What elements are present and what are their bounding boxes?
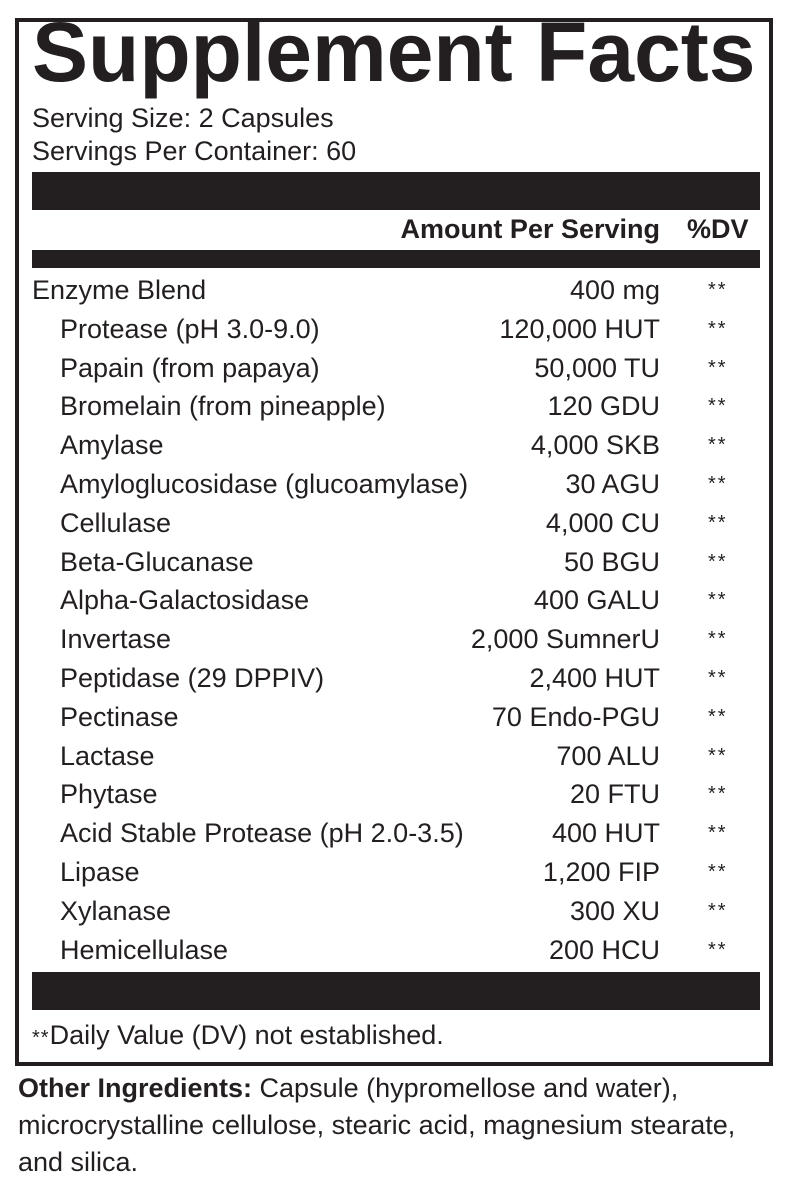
ingredient-dv: ** (708, 822, 728, 845)
ingredient-amount: 200 HCU (548, 934, 660, 965)
ingredient-name: Protease (pH 3.0-9.0) (60, 313, 320, 344)
ingredient-amount: 50,000 TU (534, 352, 660, 383)
footnote-text: Daily Value (DV) not established. (49, 1020, 444, 1050)
ingredient-name: Invertase (60, 624, 172, 655)
table-row: Acid Stable Protease (pH 2.0-3.5) 400 HUT… (32, 814, 760, 853)
ingredient-dv: ** (708, 550, 728, 573)
ingredient-name: Amylase (60, 430, 164, 461)
table-row: Cellulase 4,000 CU ** (32, 504, 760, 543)
ingredient-amount: 4,000 SKB (530, 430, 660, 461)
ingredient-amount: 700 ALU (556, 740, 660, 771)
table-row: Xylanase 300 XU ** (32, 892, 760, 931)
table-row: Bromelain (from pineapple) 120 GDU ** (32, 387, 760, 426)
footnote-marker: ** (32, 1027, 50, 1049)
other-ingredients: Other Ingredients: Capsule (hypromellose… (18, 1070, 778, 1181)
ingredient-name: Papain (from papaya) (60, 352, 320, 383)
ingredient-amount: 30 AGU (565, 468, 660, 499)
ingredient-dv: ** (708, 472, 728, 495)
ingredient-amount: 2,400 HUT (529, 662, 660, 693)
dv-header: %DV (687, 214, 749, 244)
table-row: Protease (pH 3.0-9.0) 120,000 HUT ** (32, 310, 760, 349)
ingredient-name: Peptidase (29 DPPIV) (60, 662, 325, 693)
ingredient-dv: ** (708, 628, 728, 651)
ingredient-dv: ** (708, 938, 728, 961)
ingredient-dv: ** (708, 356, 728, 379)
ingredient-amount: 2,000 SumnerU (470, 624, 660, 655)
serving-size: Serving Size: 2 Capsules (32, 103, 334, 133)
ingredient-amount: 50 BGU (563, 546, 660, 577)
ingredient-amount: 4,000 CU (545, 507, 660, 538)
ingredient-dv: ** (708, 434, 728, 457)
table-row: Phytase 20 FTU ** (32, 775, 760, 814)
table-row: Peptidase (29 DPPIV) 2,400 HUT ** (32, 659, 760, 698)
ingredient-dv: ** (708, 279, 728, 301)
ingredient-name: Pectinase (60, 701, 179, 732)
ingredient-name: Cellulase (60, 507, 172, 538)
ingredient-amount: 70 Endo-PGU (491, 701, 660, 732)
ingredient-dv: ** (708, 899, 728, 922)
ingredient-name: Amyloglucosidase (glucoamylase) (60, 468, 469, 499)
table-row: Lactase 700 ALU ** (32, 737, 760, 776)
thick-divider (32, 172, 760, 210)
ingredient-dv: ** (708, 744, 728, 767)
ingredient-name: Bromelain (from pineapple) (60, 391, 386, 422)
footnote: **Daily Value (DV) not established. (32, 1018, 444, 1055)
other-ingredients-text: Capsule (hypromellose and water), microc… (18, 1073, 736, 1177)
ingredient-amount: 120 GDU (547, 391, 660, 422)
ingredient-dv: ** (708, 783, 728, 806)
ingredient-amount: 20 FTU (569, 779, 660, 810)
ingredient-name: Alpha-Galactosidase (60, 585, 310, 616)
ingredient-amount: 400 mg (569, 275, 660, 305)
table-row: Papain (from papaya) 50,000 TU ** (32, 349, 760, 388)
amount-header: Amount Per Serving (400, 214, 660, 244)
table-row: Alpha-Galactosidase 400 GALU ** (32, 581, 760, 620)
table-row: Enzyme Blend 400 mg ** (32, 271, 760, 310)
ingredient-dv: ** (708, 860, 728, 883)
ingredient-name: Acid Stable Protease (pH 2.0-3.5) (60, 818, 464, 849)
servings-per-container: Servings Per Container: 60 (32, 136, 357, 166)
other-ingredients-label: Other Ingredients: (18, 1073, 253, 1103)
ingredient-name: Lactase (60, 740, 155, 771)
ingredient-dv: ** (708, 705, 728, 728)
ingredient-amount: 400 HUT (551, 818, 660, 849)
table-row: Beta-Glucanase 50 BGU ** (32, 543, 760, 582)
ingredient-name: Lipase (60, 856, 140, 887)
ingredient-dv: ** (708, 511, 728, 534)
table-row: Lipase 1,200 FIP ** (32, 853, 760, 892)
ingredient-dv: ** (708, 395, 728, 418)
ingredient-name: Beta-Glucanase (60, 546, 254, 577)
table-row: Amyloglucosidase (glucoamylase) 30 AGU ** (32, 465, 760, 504)
nutrient-table: Enzyme Blend 400 mg ** Protease (pH 3.0-9.0… (32, 271, 760, 969)
ingredient-name: Hemicellulase (60, 934, 229, 965)
ingredient-name: Xylanase (60, 895, 172, 926)
ingredient-name: Phytase (60, 779, 158, 810)
ingredient-amount: 1,200 FIP (542, 856, 660, 887)
ingredient-amount: 300 XU (569, 895, 660, 926)
ingredient-name: Enzyme Blend (32, 275, 207, 305)
table-row: Amylase 4,000 SKB ** (32, 426, 760, 465)
supplement-facts-panel (15, 18, 773, 1066)
table-row: Invertase 2,000 SumnerU ** (32, 620, 760, 659)
table-row: Hemicellulase 200 HCU ** (32, 931, 760, 970)
ingredient-dv: ** (708, 666, 728, 689)
medium-divider (32, 250, 760, 268)
thick-divider-bottom (32, 972, 760, 1010)
ingredient-amount: 400 GALU (533, 585, 660, 616)
ingredient-dv: ** (708, 317, 728, 340)
panel-title: Supplement Facts (32, 5, 756, 99)
ingredient-dv: ** (708, 589, 728, 612)
ingredient-amount: 120,000 HUT (499, 313, 660, 344)
table-row: Pectinase 70 Endo-PGU ** (32, 698, 760, 737)
